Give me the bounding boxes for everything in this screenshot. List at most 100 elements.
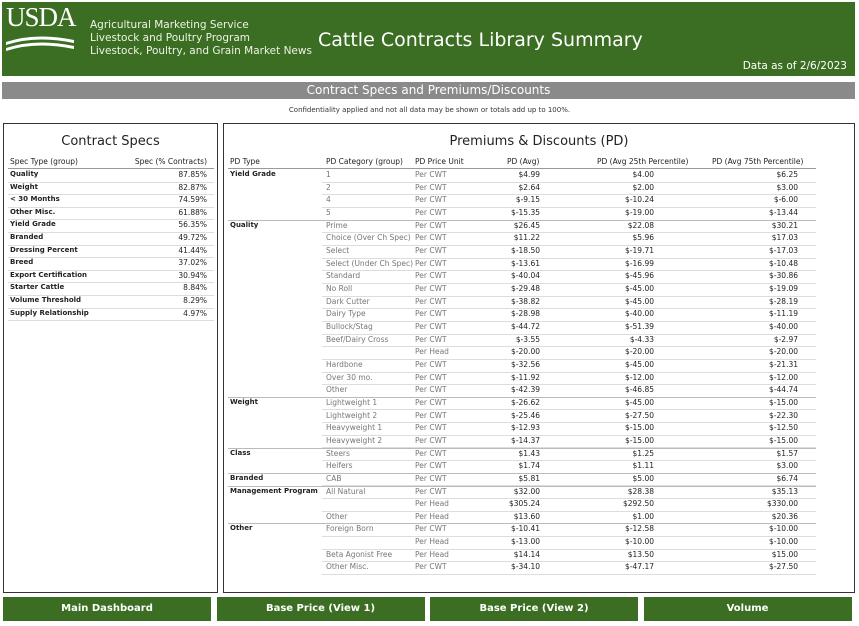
pd-p25: $-19.00 bbox=[625, 207, 654, 217]
pd-p75: $-10.00 bbox=[769, 537, 798, 547]
pd-unit: Per Head bbox=[415, 537, 449, 547]
pd-p25: $-47.17 bbox=[625, 562, 654, 572]
row-line bbox=[322, 536, 816, 538]
pd-avg: $-3.55 bbox=[515, 334, 540, 344]
pd-category: Choice (Over Ch Spec) bbox=[326, 233, 411, 243]
nav-button[interactable]: Base Price (View 1) bbox=[216, 597, 425, 621]
spec-type: Starter Cattle bbox=[10, 283, 65, 292]
header-line bbox=[228, 168, 816, 169]
spec-type: Volume Threshold bbox=[10, 296, 82, 304]
pd-unit: Per CWT bbox=[415, 397, 447, 407]
pd-avg: $-10.41 bbox=[511, 524, 540, 534]
pd-type: Management Program bbox=[230, 486, 318, 495]
pd-avg: $-26.62 bbox=[511, 397, 540, 407]
pd-p75: $330.00 bbox=[766, 499, 798, 509]
pd-avg: $-13.61 bbox=[511, 258, 540, 268]
spec-percent: 49.72% bbox=[178, 233, 207, 242]
column-header: PD Price Unit bbox=[415, 157, 464, 166]
pd-unit: Per CWT bbox=[415, 321, 447, 331]
pd-p75: $30.21 bbox=[771, 220, 798, 230]
nav-button[interactable]: Main Dashboard bbox=[3, 597, 211, 621]
pd-unit: Per CWT bbox=[415, 245, 447, 255]
row-line bbox=[8, 206, 214, 208]
pd-p25: $-45.00 bbox=[625, 296, 654, 306]
pd-category: Lightweight 2 bbox=[326, 410, 378, 420]
pd-unit: Per CWT bbox=[415, 233, 447, 243]
row-line bbox=[322, 384, 816, 386]
pd-unit: Per CWT bbox=[415, 448, 447, 458]
pd-category: Heifers bbox=[326, 461, 353, 471]
pd-p25: $292.50 bbox=[622, 499, 654, 509]
pd-p75: $3.00 bbox=[776, 182, 798, 192]
pd-avg: $1.43 bbox=[518, 448, 540, 458]
contract-specs-panel: Contract Specs Spec Type (group) Spec (% … bbox=[3, 123, 218, 593]
group-line bbox=[228, 219, 816, 221]
pd-unit: Per CWT bbox=[415, 524, 447, 534]
pd-p25: $1.25 bbox=[632, 448, 654, 458]
spec-type: Breed bbox=[10, 258, 34, 267]
pd-category: Standard bbox=[326, 271, 361, 281]
pd-p75: $-6.00 bbox=[773, 195, 798, 205]
pd-unit: Per Head bbox=[415, 347, 449, 357]
pd-category: 2 bbox=[326, 182, 331, 192]
row-line bbox=[8, 282, 214, 284]
row-line bbox=[8, 219, 214, 221]
pd-avg: $13.60 bbox=[513, 511, 540, 521]
pd-category: 4 bbox=[326, 195, 331, 205]
pd-unit: Per CWT bbox=[415, 372, 447, 382]
row-line bbox=[322, 270, 816, 272]
pd-avg: $-12.93 bbox=[511, 423, 540, 433]
pd-p25: $2.00 bbox=[632, 182, 654, 192]
row-line bbox=[322, 320, 816, 322]
pd-p75: $-40.00 bbox=[769, 321, 798, 331]
row-line bbox=[322, 257, 816, 259]
pd-unit: Per Head bbox=[415, 511, 449, 521]
pd-category: Prime bbox=[326, 220, 348, 230]
nav-button[interactable]: Volume bbox=[643, 597, 852, 621]
pd-avg: $-15.35 bbox=[511, 207, 540, 217]
spec-percent: 61.88% bbox=[178, 207, 207, 217]
pd-category: Select (Under Ch Spec) bbox=[326, 258, 414, 268]
pd-p75: $3.00 bbox=[776, 461, 798, 471]
pd-p75: $6.25 bbox=[776, 170, 798, 179]
pd-unit: Per CWT bbox=[415, 435, 447, 445]
pd-p75: $-13.44 bbox=[769, 207, 798, 217]
spec-type: Yield Grade bbox=[10, 220, 56, 229]
pd-unit: Per CWT bbox=[415, 473, 447, 483]
pd-avg: $-18.50 bbox=[511, 245, 540, 255]
pd-p75: $-30.86 bbox=[769, 271, 798, 281]
column-header: PD (Avg 75th Percentile) bbox=[712, 157, 804, 166]
row-line bbox=[322, 371, 816, 373]
premiums-panel: Premiums & Discounts (PD) PD Type PD Cate… bbox=[223, 123, 855, 593]
column-header: PD (Avg) bbox=[507, 157, 540, 166]
pd-p75: $-22.30 bbox=[769, 410, 798, 420]
pd-avg: $-42.39 bbox=[511, 385, 540, 395]
spec-type: Other Misc. bbox=[10, 207, 56, 216]
pd-p75: $6.74 bbox=[776, 473, 798, 483]
group-line bbox=[228, 523, 816, 525]
pd-avg: $2.64 bbox=[518, 182, 540, 192]
pd-avg: $-11.92 bbox=[511, 372, 540, 382]
spec-type: Quality bbox=[10, 170, 39, 178]
pd-p75: $-11.19 bbox=[769, 309, 798, 319]
pd-p25: $-4.33 bbox=[629, 334, 654, 344]
pd-avg: $-34.10 bbox=[511, 562, 540, 572]
group-line bbox=[228, 396, 816, 398]
pd-category: Heavyweight 2 bbox=[326, 435, 383, 445]
row-line bbox=[322, 460, 816, 462]
pd-avg: $5.81 bbox=[518, 473, 540, 483]
row-line bbox=[8, 194, 214, 196]
row-line bbox=[8, 269, 214, 271]
pd-type: Yield Grade bbox=[230, 170, 276, 178]
pd-p25: $-51.39 bbox=[625, 321, 654, 331]
pd-p75: $1.57 bbox=[776, 448, 798, 458]
pd-category: Steers bbox=[326, 448, 350, 458]
pd-unit: Per CWT bbox=[415, 486, 447, 496]
spec-type: Dressing Percent bbox=[10, 245, 78, 254]
nav-button[interactable]: Base Price (View 2) bbox=[430, 597, 638, 621]
pd-unit: Per CWT bbox=[415, 271, 447, 281]
header: USDA Agricultural Marketing Service Live… bbox=[2, 2, 855, 76]
pd-category: Other bbox=[326, 511, 348, 521]
row-line bbox=[322, 561, 816, 563]
